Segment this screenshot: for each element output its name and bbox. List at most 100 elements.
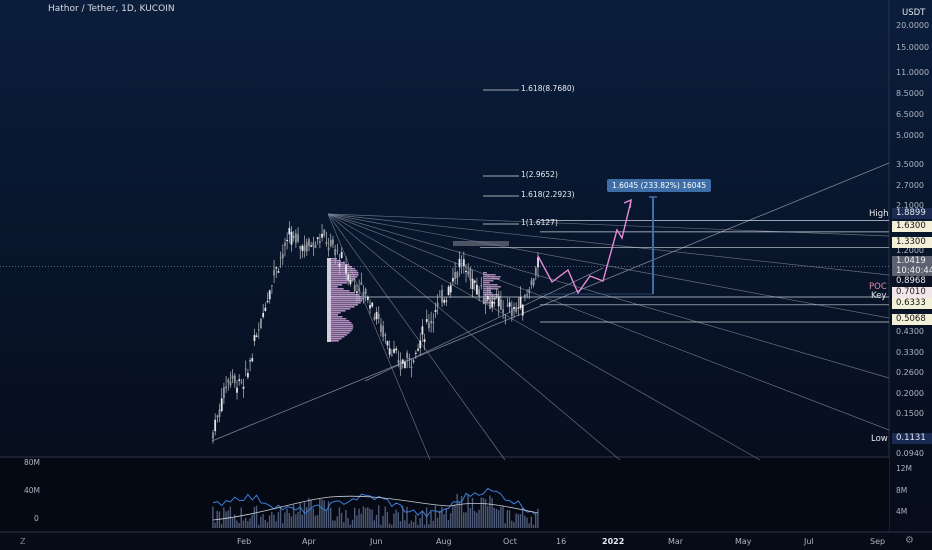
volume-bar	[345, 509, 347, 528]
volume-profile-bar	[331, 312, 341, 314]
volume-profile-bar	[331, 316, 343, 318]
volume-bar	[299, 503, 301, 528]
candle-body	[238, 379, 241, 381]
candle-body	[334, 249, 337, 256]
time-tick: 16	[556, 537, 567, 546]
volume-bar	[419, 518, 421, 528]
candle-body	[430, 321, 433, 323]
volume-tick-right: 8M	[896, 486, 908, 495]
uptrend-line	[211, 162, 890, 442]
price-tick: 2.1000	[896, 201, 924, 210]
timezone-button[interactable]: Z	[20, 537, 26, 546]
low-label: Low	[871, 434, 888, 444]
volume-bar	[491, 498, 493, 528]
volume-bar	[334, 520, 336, 528]
candle-body	[465, 270, 467, 273]
volume-bar	[515, 513, 517, 528]
candle-body	[506, 305, 509, 307]
volume-profile-bar	[483, 278, 500, 280]
high-label: High	[869, 209, 889, 219]
candle-body	[332, 239, 334, 245]
volume-bar	[281, 523, 284, 528]
candle-body	[454, 271, 457, 279]
volume-bar	[487, 505, 489, 528]
volume-profile-bar	[483, 282, 490, 284]
volume-bar	[373, 520, 376, 528]
candle-body	[260, 318, 262, 329]
candle-body	[497, 297, 500, 307]
volume-profile-bar	[331, 258, 337, 260]
gear-icon[interactable]: ⚙	[905, 535, 914, 546]
volume-bar	[351, 519, 354, 528]
volume-profile-bar	[331, 266, 353, 268]
volume-bar	[513, 522, 515, 528]
candle-body	[504, 317, 507, 319]
candle-body	[371, 302, 374, 307]
candle-body	[537, 257, 539, 268]
volume-bar	[319, 498, 321, 528]
candle-body	[478, 289, 481, 297]
volume-profile-bar	[331, 330, 352, 332]
candle-body	[406, 352, 409, 359]
volume-bar	[473, 510, 476, 528]
candle-body	[438, 296, 441, 298]
volume-bar	[225, 511, 227, 528]
volume-bar	[404, 520, 406, 528]
volume-bar	[469, 508, 471, 528]
candle-body	[467, 271, 470, 275]
volume-bar	[415, 514, 417, 528]
volume-bar	[329, 507, 332, 528]
volume-profile-bar	[331, 276, 358, 278]
price-tick: 0.1500	[896, 409, 924, 418]
candle-body	[229, 381, 232, 386]
candle-body	[386, 341, 389, 346]
candle-body	[495, 296, 498, 298]
volume-bar	[364, 507, 367, 528]
price-tick: 11.0000	[896, 68, 930, 77]
candle-body	[281, 253, 284, 259]
volume-bar	[238, 522, 240, 528]
volume-tick: 0	[34, 514, 39, 523]
low-price-tag: 0.1131	[892, 433, 932, 444]
volume-bar	[353, 507, 356, 528]
candle-body	[244, 368, 247, 370]
candle-body	[299, 245, 302, 249]
volume-bar	[478, 509, 480, 528]
candle-body	[458, 258, 461, 268]
poc-label: POC	[869, 282, 887, 292]
volume-bar	[399, 521, 402, 528]
volume-profile-bar	[331, 284, 343, 286]
candle-body	[395, 348, 398, 351]
volume-bar	[506, 510, 509, 528]
time-tick: Sep	[870, 537, 886, 546]
volume-profile-bar	[331, 304, 359, 306]
volume-bar	[369, 508, 371, 528]
candle-body	[436, 302, 439, 307]
volume-profile-bar	[483, 290, 491, 292]
volume-bar	[412, 521, 415, 528]
volume-profile-bar	[331, 338, 342, 340]
volume-profile-bar	[483, 280, 494, 282]
support-price-tag: 0.5068	[892, 314, 932, 325]
volume-bar	[535, 513, 537, 528]
volume-bar	[266, 522, 269, 528]
candle-body	[318, 241, 321, 243]
volume-bar	[262, 514, 264, 528]
volume-bar	[421, 511, 423, 528]
volume-bar	[310, 499, 312, 528]
volume-profile-bar	[331, 310, 346, 312]
candle-body	[270, 285, 273, 287]
volume-bar	[489, 495, 491, 528]
price-tick: 1.2000	[896, 246, 924, 255]
countdown-tag: 10:40:44	[892, 266, 932, 277]
projection-badge[interactable]: 1.6045 (233.82%) 16045	[607, 179, 712, 192]
projection-arrowhead	[623, 198, 632, 209]
candle-body	[373, 316, 376, 320]
price-tick: 8.5000	[896, 89, 924, 98]
candle-body	[397, 359, 400, 363]
key-price-tag: 0.6333	[892, 298, 932, 309]
candle-body	[236, 387, 238, 393]
volume-tick-right: 12M	[896, 464, 913, 473]
